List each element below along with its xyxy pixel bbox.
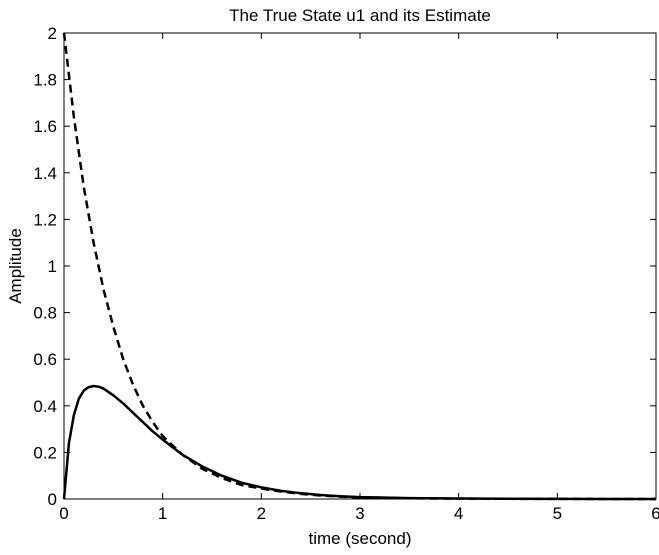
series-layer [62, 32, 657, 501]
y-tick-label: 0.8 [33, 304, 57, 323]
y-tick-label: 1.6 [33, 117, 57, 136]
y-tick-label: 0.4 [33, 397, 57, 416]
y-axis-label: Amplitude [6, 228, 25, 304]
y-tick-label: 0.6 [33, 350, 57, 369]
y-tick-label: 1.8 [33, 71, 57, 90]
x-tick-label: 2 [257, 504, 266, 523]
y-tick-label: 1 [48, 257, 57, 276]
x-tick-label: 3 [355, 504, 364, 523]
ticks-layer: 0 1 2 3 4 5 6 0 0.2 0.4 0.6 0.8 1 1.2 1.4 1.6 1.8 2 [33, 24, 659, 523]
x-axis-label: time (second) [309, 529, 412, 548]
y-tick-label: 1.2 [33, 210, 57, 229]
x-tick-label: 1 [158, 504, 167, 523]
y-tick-label: 0.2 [33, 443, 57, 462]
chart-title: The True State u1 and its Estimate [229, 6, 491, 25]
y-tick-label: 2 [48, 24, 57, 43]
plot-frame [63, 32, 657, 500]
x-tick-label: 4 [454, 504, 463, 523]
x-tick-label: 5 [553, 504, 562, 523]
x-tick-label: 6 [651, 504, 659, 523]
y-tick-label: 0 [48, 490, 57, 509]
x-tick-label: 0 [59, 504, 68, 523]
y-tick-label: 1.4 [33, 164, 57, 183]
